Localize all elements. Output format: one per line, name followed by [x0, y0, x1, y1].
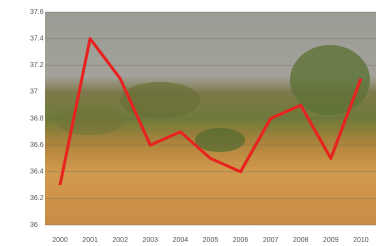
- y-tick-label: 37.6: [30, 9, 44, 16]
- x-tick-label: 2006: [233, 237, 249, 244]
- y-tick-label: 36.8: [30, 115, 44, 122]
- x-tick-label: 2008: [293, 237, 309, 244]
- y-tick-label: 37.4: [30, 35, 44, 42]
- x-tick-label: 2010: [353, 237, 369, 244]
- x-tick-label: 2007: [263, 237, 279, 244]
- y-tick-label: 36.6: [30, 142, 44, 149]
- x-tick-label: 2001: [82, 237, 98, 244]
- bush: [120, 82, 200, 118]
- chart: 36 36.2 36.4 36.6 36.8 37 37.2 37.4 37.6 2000 2001…: [0, 0, 376, 246]
- y-tick-label: 37.2: [30, 62, 44, 69]
- bush: [55, 105, 125, 135]
- x-tick-label: 2005: [203, 237, 219, 244]
- x-tick-label: 2000: [52, 237, 68, 244]
- x-tick-label: 2003: [142, 237, 158, 244]
- x-tick-label: 2009: [323, 237, 339, 244]
- y-tick-label: 36.2: [30, 195, 44, 202]
- x-tick-label: 2002: [112, 237, 128, 244]
- y-tick-label: 36: [30, 222, 38, 229]
- y-tick-label: 36.4: [30, 169, 44, 176]
- y-tick-label: 37: [30, 89, 38, 96]
- bush: [195, 128, 245, 152]
- x-tick-label: 2004: [173, 237, 189, 244]
